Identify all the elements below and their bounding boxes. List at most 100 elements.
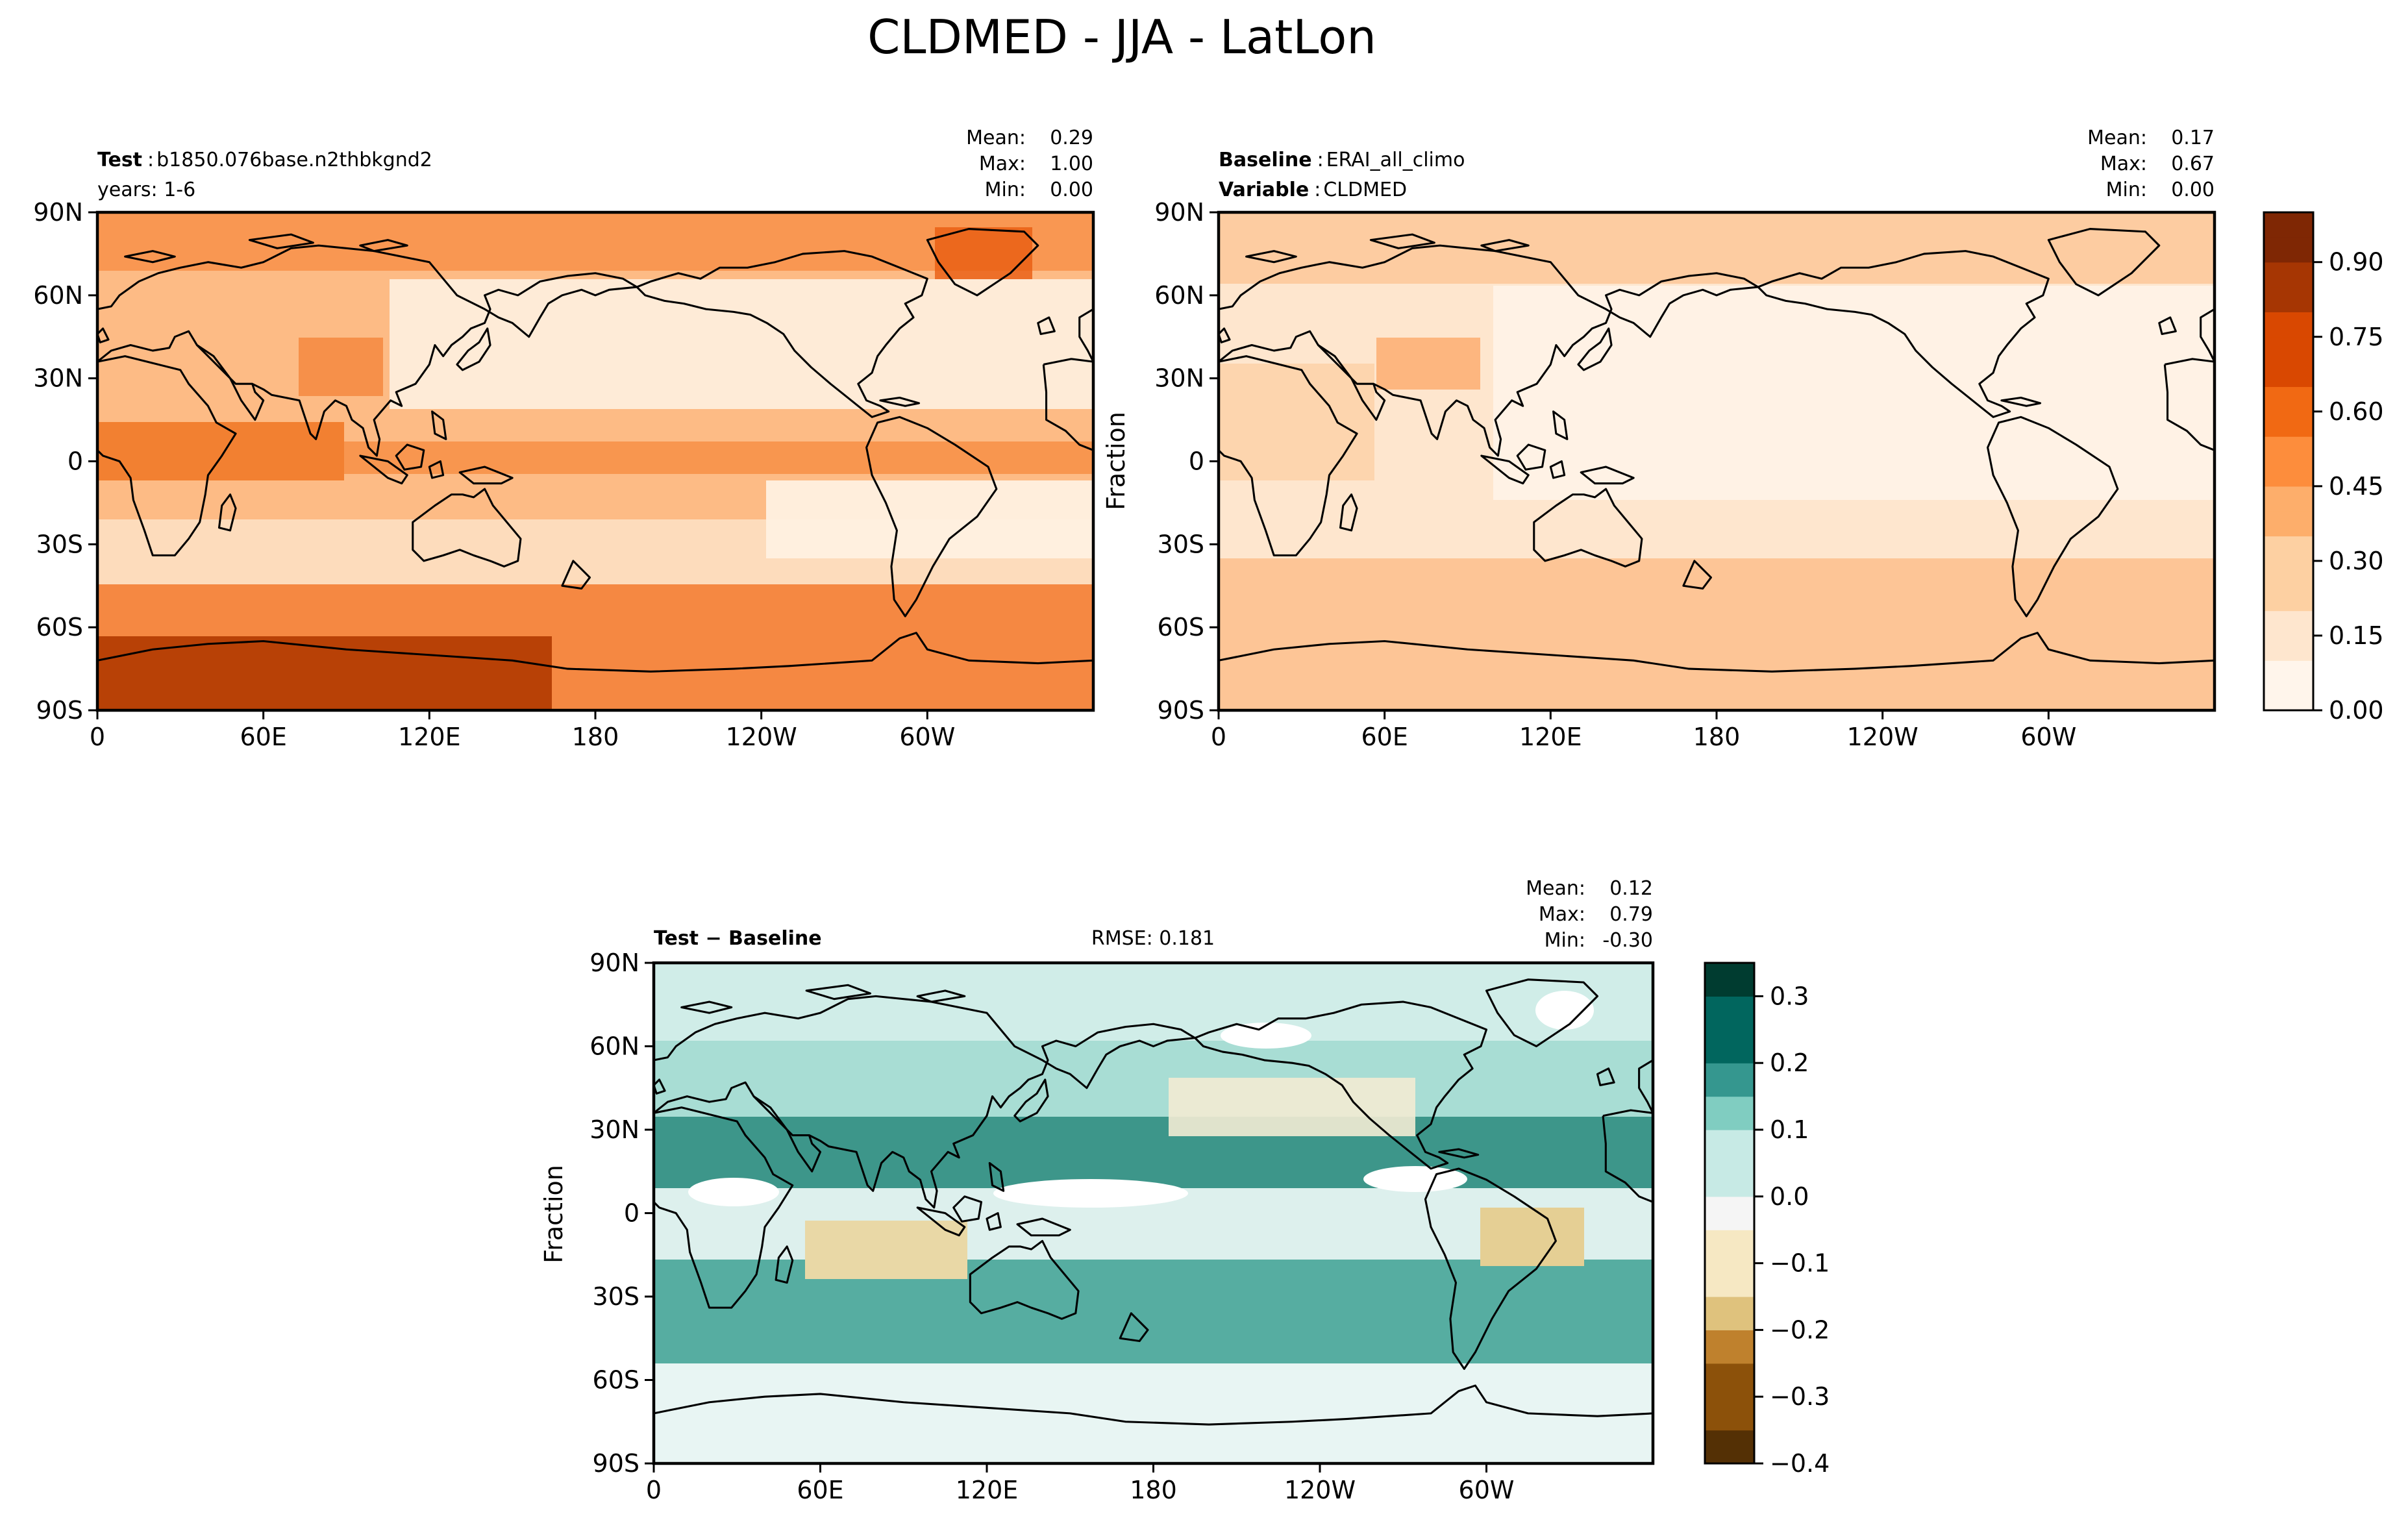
y-tick-label: 60N: [1154, 281, 1204, 310]
colorbar-bin: [2264, 635, 2313, 661]
colorbar-tick-label: 0.3: [1770, 982, 1809, 1010]
y-tick-label: 60S: [36, 613, 83, 641]
baseline-variable-sep: :: [1314, 179, 1321, 201]
y-tick-label: 90S: [36, 696, 83, 725]
colorbar-tick-label: 0.30: [2329, 547, 2384, 575]
test-map-field: [97, 212, 1093, 710]
baseline-ylabel: Fraction: [1102, 412, 1130, 510]
colorbar-bin: [2264, 411, 2313, 437]
x-tick-label: 60E: [797, 1476, 843, 1504]
y-tick-label: 60N: [590, 1032, 639, 1061]
x-tick-label: 60W: [2020, 723, 2076, 751]
baseline-mean-label: Mean:: [2087, 127, 2147, 149]
test-panel: 0 60E 120E 180 120W 60W 90N 60N 30N 0 30S 60S 90S T…: [33, 127, 1095, 751]
baseline-header-sep: :: [1317, 149, 1324, 171]
y-tick-label: 90N: [33, 198, 83, 227]
baseline-variable-label: Variable: [1219, 179, 1309, 201]
baseline-panel: 0 60E 120E 180 120W 60W 90N 60N 30N 0 30S 60S 90S F…: [1102, 127, 2216, 751]
x-tick-label: 120W: [726, 723, 797, 751]
colorbar-tick-label: 0.15: [2329, 621, 2384, 650]
colorbar-bin: [1705, 1130, 1754, 1163]
y-tick-label: 60S: [593, 1366, 639, 1395]
baseline-max-value: 0.67: [2171, 153, 2215, 175]
y-tick-label: 30N: [590, 1115, 639, 1144]
colorbar-bin: [1705, 1029, 1754, 1063]
colorbar-bin: [2264, 486, 2313, 512]
x-tick-label: 0: [90, 723, 105, 751]
colorbar-bin: [1705, 1397, 1754, 1431]
sequential-colorbar: 0.00 0.15 0.30 0.45 0.60 0.75 0.90: [2263, 211, 2384, 725]
colorbar-bin: [2264, 212, 2313, 238]
difference-min-label: Min:: [1545, 929, 1585, 952]
colorbar-bin: [1705, 1297, 1754, 1330]
baseline-mean-value: 0.17: [2171, 127, 2215, 149]
colorbar-tick-label: 0.45: [2329, 472, 2384, 501]
difference-map-field: [654, 963, 1653, 1463]
x-tick-label: 120E: [1519, 723, 1582, 751]
baseline-min-label: Min:: [2106, 179, 2147, 201]
difference-max-value: 0.79: [1609, 903, 1653, 926]
colorbar-bin: [1705, 996, 1754, 1030]
y-tick-label: 30S: [593, 1282, 639, 1311]
colorbar-bin: [2264, 536, 2313, 562]
colorbar-bin: [1705, 963, 1754, 997]
colorbar-bin: [2264, 461, 2313, 487]
y-tick-label: 90N: [1154, 198, 1204, 227]
colorbar-bin: [2264, 685, 2313, 711]
test-header-sep: :: [147, 149, 154, 171]
x-tick-label: 60E: [240, 723, 286, 751]
colorbar-tick-label: −0.3: [1770, 1382, 1830, 1411]
y-tick-label: 30N: [1154, 364, 1204, 393]
test-min-value: 0.00: [1050, 179, 1093, 201]
x-tick-label: 120W: [1284, 1476, 1356, 1504]
baseline-header: Baseline: ERAI_all_climo: [1219, 149, 1465, 171]
baseline-max-label: Max:: [2100, 153, 2147, 175]
test-xticks: 0 60E 120E 180 120W 60W: [90, 710, 955, 751]
difference-xticks: 0 60E 120E 180 120W 60W: [646, 1463, 1514, 1504]
difference-header: Test − Baseline: [654, 927, 822, 950]
baseline-stats: Mean: 0.17 Max: 0.67 Min: 0.00: [2087, 127, 2215, 201]
test-header-value: b1850.076base.n2thbkgnd2: [156, 149, 432, 171]
colorbar-bin: [2264, 287, 2313, 312]
x-tick-label: 180: [1130, 1476, 1177, 1504]
test-max-value: 1.00: [1050, 153, 1093, 175]
colorbar-bin: [1705, 1230, 1754, 1264]
baseline-header-label: Baseline: [1219, 149, 1312, 171]
x-tick-label: 180: [1693, 723, 1741, 751]
x-tick-label: 0: [1211, 723, 1226, 751]
figure-title: CLDMED - JJA - LatLon: [867, 10, 1376, 64]
x-tick-label: 180: [572, 723, 619, 751]
difference-min-value: -0.30: [1602, 929, 1653, 952]
difference-panel: 0 60E 120E 180 120W 60W 90N 60N 30N 0 30S 60S 90S F…: [540, 877, 1655, 1504]
colorbar-bin: [1705, 1330, 1754, 1364]
difference-rmse: RMSE: 0.181: [1091, 927, 1215, 950]
colorbar-bin: [1705, 1363, 1754, 1397]
colorbar-bin: [2264, 237, 2313, 263]
colorbar-tick-label: 0.75: [2329, 323, 2384, 351]
colorbar-tick-label: 0.90: [2329, 248, 2384, 277]
difference-stats: Mean: 0.12 Max: 0.79 Min: -0.30: [1526, 877, 1653, 952]
colorbar-tick-label: 0.1: [1770, 1115, 1809, 1144]
test-max-label: Max:: [979, 153, 1026, 175]
test-mean-value: 0.29: [1050, 127, 1093, 149]
colorbar-bin: [1705, 1096, 1754, 1130]
colorbar-tick-label: −0.4: [1770, 1449, 1830, 1478]
colorbar-tick-label: 0.60: [2329, 397, 2384, 426]
colorbar-bin: [2264, 362, 2313, 388]
baseline-min-value: 0.00: [2171, 179, 2215, 201]
colorbar-bin: [2264, 312, 2313, 338]
colorbar-bin: [2264, 262, 2313, 288]
test-header: Test: b1850.076base.n2thbkgnd2: [97, 149, 432, 171]
y-tick-label: 30S: [1158, 530, 1204, 558]
x-tick-label: 0: [646, 1476, 662, 1504]
colorbar-bin: [2264, 586, 2313, 612]
test-subheader: years: 1-6: [97, 179, 195, 201]
y-tick-label: 0: [624, 1199, 639, 1228]
x-tick-label: 120E: [956, 1476, 1019, 1504]
x-tick-label: 120W: [1847, 723, 1918, 751]
colorbar-tick-label: 0.2: [1770, 1049, 1809, 1077]
colorbar-bin: [2264, 610, 2313, 636]
baseline-xticks: 0 60E 120E 180 120W 60W: [1211, 710, 2076, 751]
y-tick-label: 90S: [593, 1449, 639, 1478]
colorbar-tick-label: −0.2: [1770, 1315, 1830, 1344]
